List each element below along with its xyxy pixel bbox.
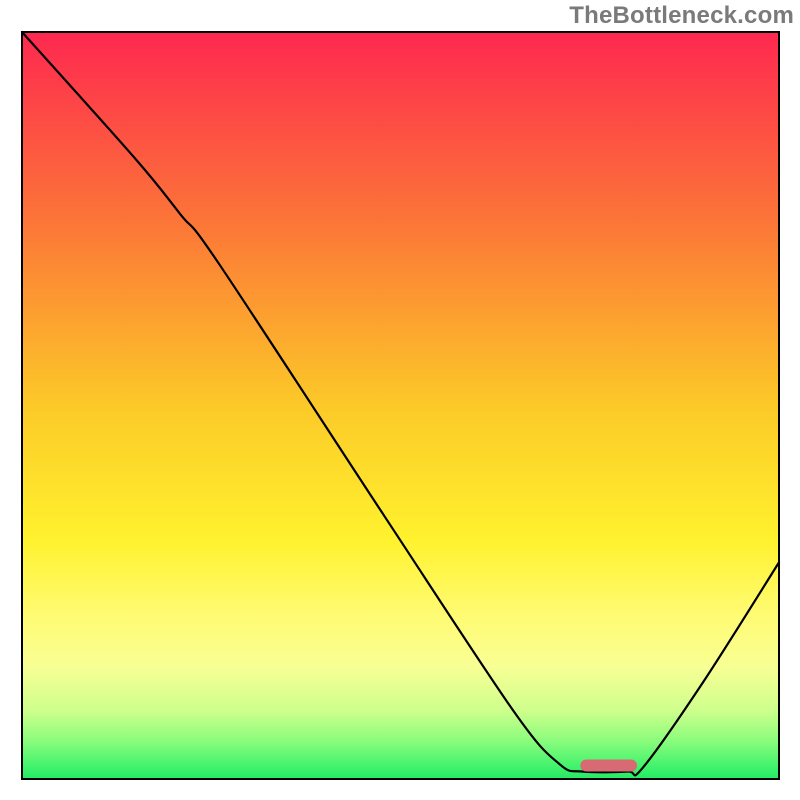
watermark-label: TheBottleneck.com — [569, 2, 794, 30]
chart-container: { "watermark": { "text": "TheBottleneck.… — [0, 0, 800, 800]
plot-svg — [0, 0, 800, 800]
gradient-background — [22, 32, 779, 779]
optimal-range-marker — [580, 760, 637, 772]
